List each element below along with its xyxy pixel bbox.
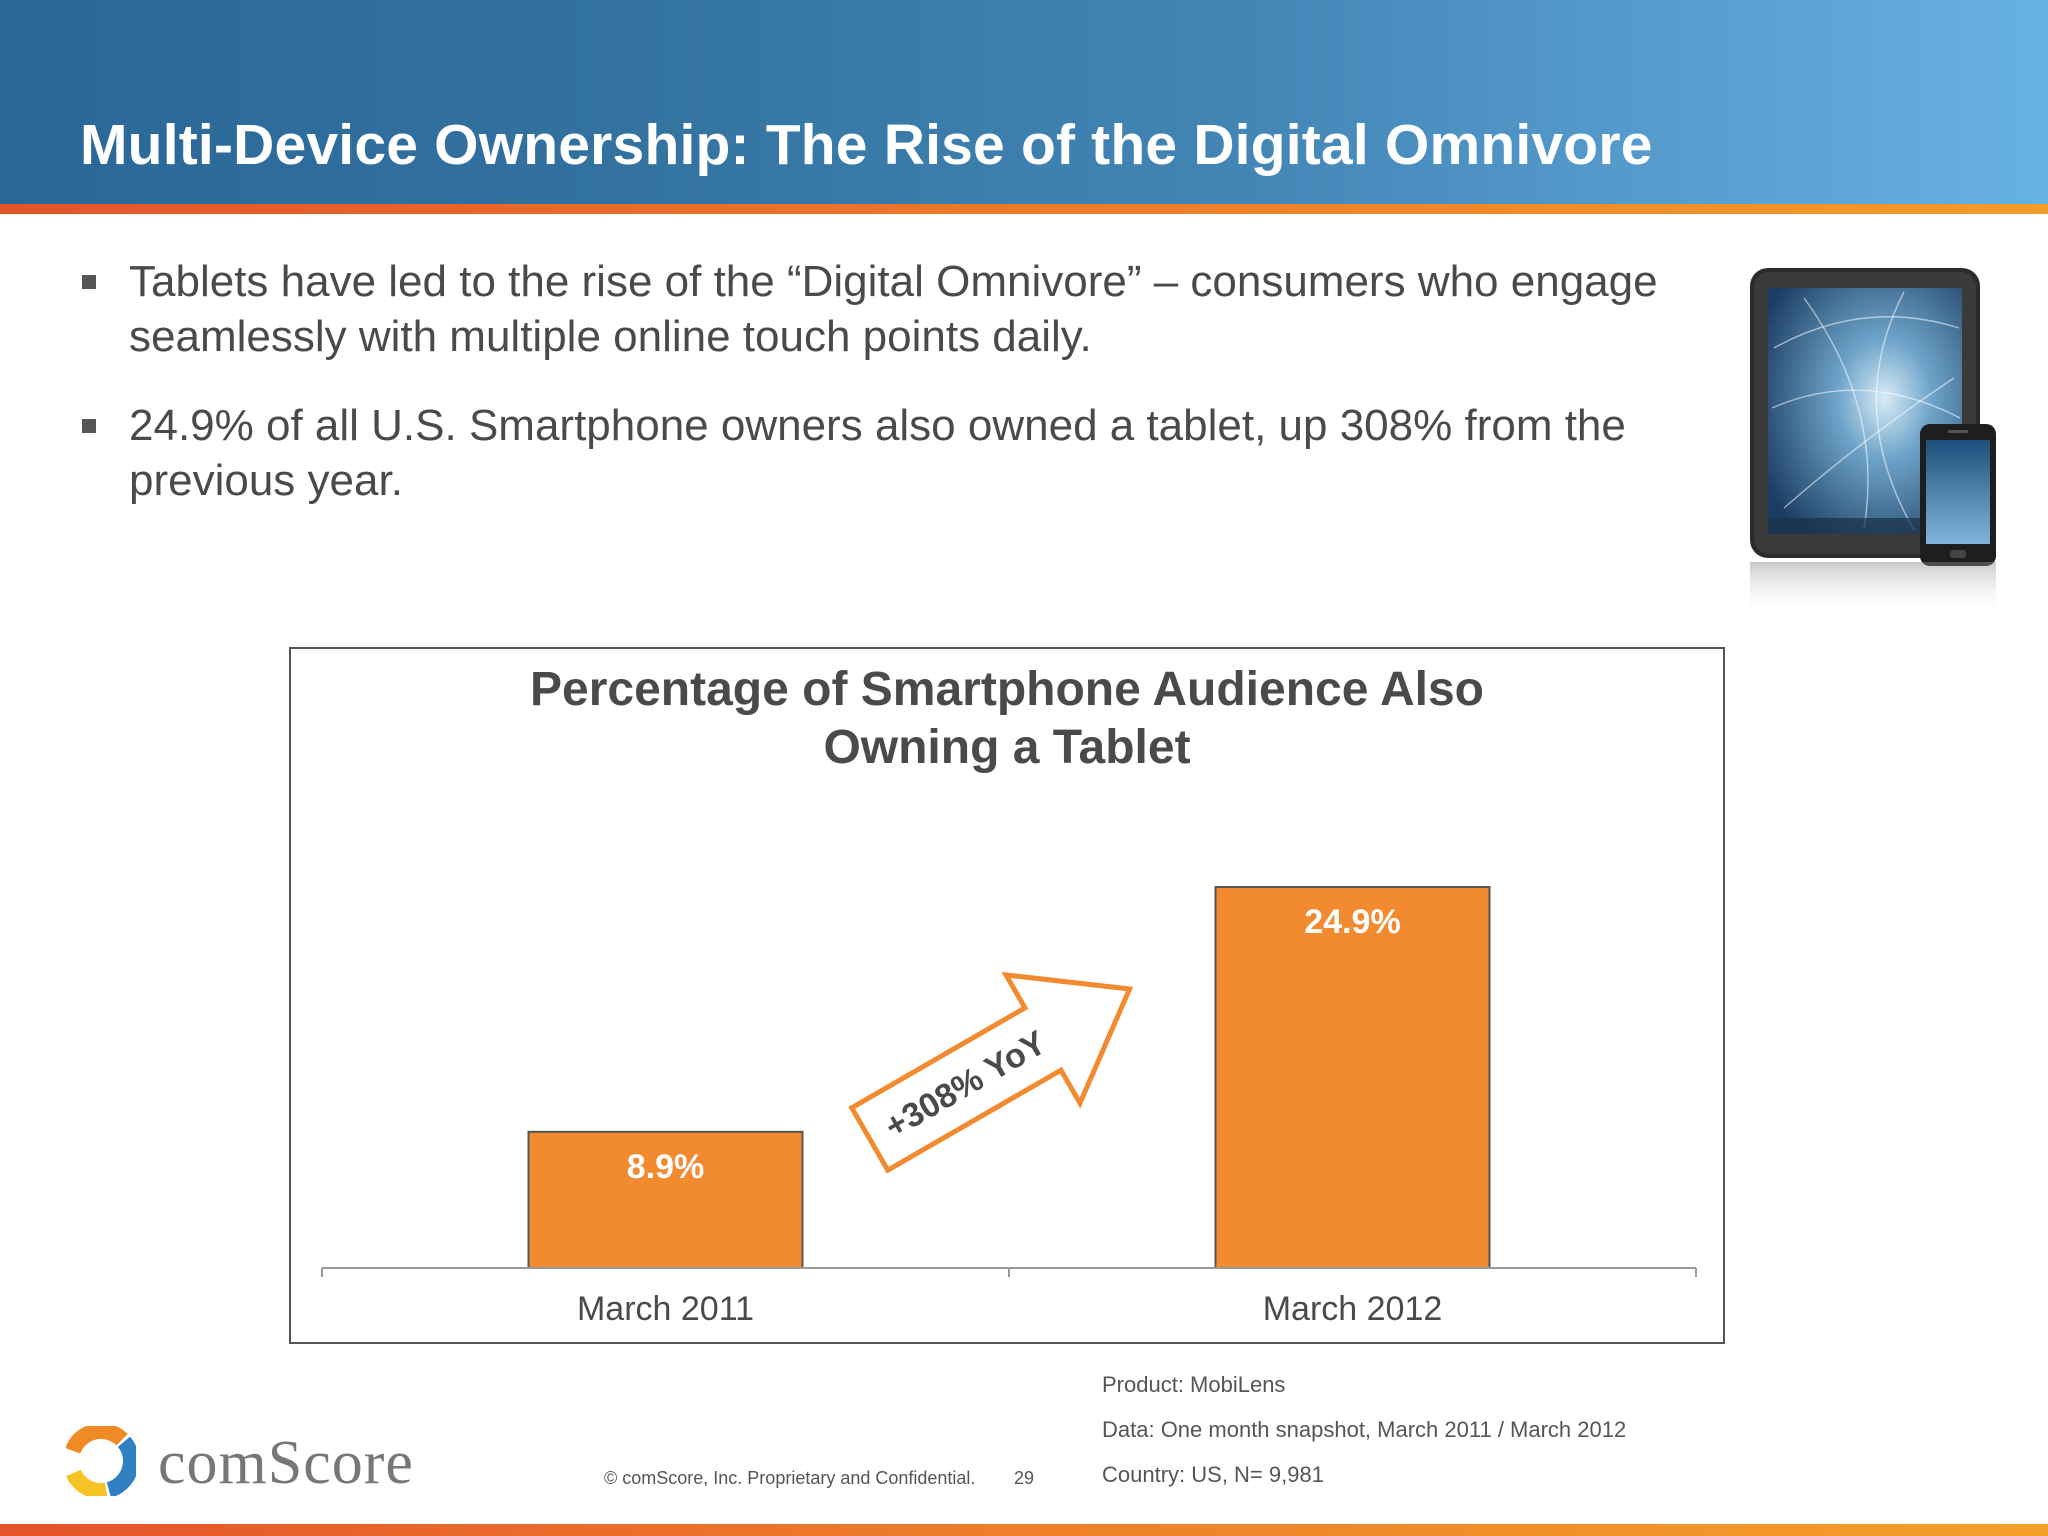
yoy-growth-arrow-icon: +308% YoY: [848, 971, 1134, 1174]
bullet-square-icon: [82, 275, 96, 289]
header-accent-stripe: [0, 204, 2048, 214]
x-axis-tick-label: March 2012: [1263, 1290, 1443, 1328]
source-note: Product: MobiLens: [1102, 1372, 1286, 1397]
bullet-text: 24.9% of all U.S. Smartphone owners also…: [129, 401, 1626, 505]
chart-title-line-2: Owning a Tablet: [823, 721, 1190, 774]
bullet-item: 24.9% of all U.S. Smartphone owners also…: [82, 398, 1722, 508]
chart-frame: Percentage of Smartphone Audience Also O…: [289, 647, 1725, 1344]
source-note: Data: One month snapshot, March 2011 / M…: [1102, 1417, 1627, 1442]
copyright-text: © comScore, Inc. Proprietary and Confide…: [604, 1468, 976, 1488]
source-note: Country: US, N= 9,981: [1102, 1462, 1324, 1487]
slide-header: [0, 0, 2048, 204]
tablet-and-smartphone-icon: [1750, 268, 1996, 616]
footer-accent-stripe: [0, 1524, 2048, 1536]
slide-title: Multi-Device Ownership: The Rise of the …: [80, 113, 1653, 177]
comscore-logo-icon: [66, 1426, 136, 1496]
page-number: 29: [1014, 1468, 1035, 1488]
bars-group: 8.9% 24.9%: [527, 886, 1491, 1269]
bullet-item: Tablets have led to the rise of the “Dig…: [82, 254, 1722, 364]
comscore-logo: comScore: [66, 1426, 486, 1497]
chart-title-line-1: Percentage of Smartphone Audience Also: [530, 663, 1484, 716]
source-notes: Product: MobiLens Data: One month snapsh…: [1102, 1372, 1626, 1507]
x-axis-tick-label: March 2011: [577, 1290, 754, 1328]
bar-value-label: 24.9%: [1304, 903, 1400, 941]
x-axis-labels: March 2011 March 2012: [577, 1290, 1442, 1328]
bar: [1214, 886, 1491, 1269]
bar: [527, 1130, 804, 1269]
bullet-text: Tablets have led to the rise of the “Dig…: [129, 257, 1658, 361]
bar-value-label: 8.9%: [627, 1148, 705, 1186]
bullet-square-icon: [82, 419, 96, 433]
logo-text: comScore: [158, 1429, 414, 1497]
bar-chart: Percentage of Smartphone Audience Also O…: [321, 663, 1697, 1328]
